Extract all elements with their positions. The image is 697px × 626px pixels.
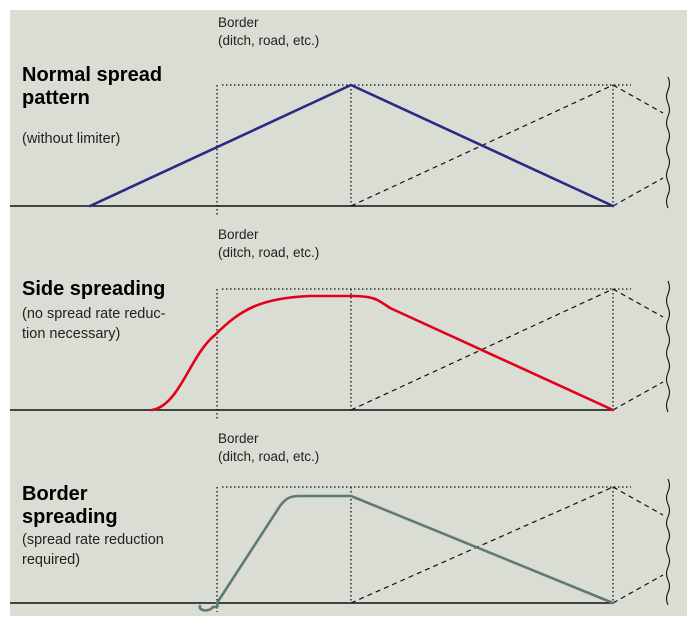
subtitle-border-spreading: (spread rate reduction required) <box>22 530 164 570</box>
subtitle-line2: tion necessary) <box>22 326 121 342</box>
title-line2: pattern <box>22 87 90 109</box>
diagram-graphics <box>10 76 671 612</box>
border-label-normal: Border (ditch, road, etc.) <box>218 14 319 50</box>
panel-1-normal-spread-curve <box>88 83 615 208</box>
border-label-line2: (ditch, road, etc.) <box>218 449 320 464</box>
panel-2-dashed-falling-line <box>612 288 664 318</box>
border-label-line1: Border <box>218 227 259 242</box>
title-border-spreading: Border spreading <box>22 483 118 529</box>
subtitle-line1: (spread rate reduction <box>22 532 164 548</box>
subtitle-line1: (without limiter) <box>22 131 121 147</box>
panel-1-dashed-return-line <box>612 177 664 207</box>
subtitle-line1: (no spread rate reduc- <box>22 306 166 322</box>
title-side-spreading: Side spreading <box>22 278 165 301</box>
border-label-line1: Border <box>218 431 259 446</box>
subtitle-line2: required) <box>22 552 81 568</box>
subtitle-normal-spread: (without limiter) <box>22 129 120 149</box>
border-label-line1: Border <box>218 15 259 30</box>
subtitle-side-spreading: (no spread rate reduc- tion necessary) <box>22 304 165 344</box>
panel-3-dashed-falling-line <box>612 486 664 516</box>
panel-1-dashed-falling-line <box>612 84 664 114</box>
panel-3-wavy-edge <box>665 478 671 606</box>
title-line1: Normal spread <box>22 64 163 86</box>
panel-2-wavy-edge <box>665 280 671 413</box>
border-label-line2: (ditch, road, etc.) <box>218 33 320 48</box>
panel-1-wavy-edge <box>665 76 671 209</box>
panel-2-dashed-return-line <box>612 381 664 411</box>
panel-2-side-spread-curve <box>150 294 615 412</box>
title-line1: Side spreading <box>22 278 166 300</box>
border-label-side: Border (ditch, road, etc.) <box>218 226 319 262</box>
border-label-line2: (ditch, road, etc.) <box>218 245 320 260</box>
border-label-border: Border (ditch, road, etc.) <box>218 430 319 466</box>
title-line2: spreading <box>22 506 118 528</box>
title-line1: Border <box>22 483 88 505</box>
panel-3-border-spread-curve <box>198 494 615 612</box>
panel-3-dashed-rising-line <box>350 486 614 604</box>
spread-pattern-diagram: Border (ditch, road, etc.) Normal spread… <box>10 10 687 616</box>
panel-3-dashed-return-line <box>612 574 664 604</box>
title-normal-spread: Normal spread pattern <box>22 64 162 110</box>
